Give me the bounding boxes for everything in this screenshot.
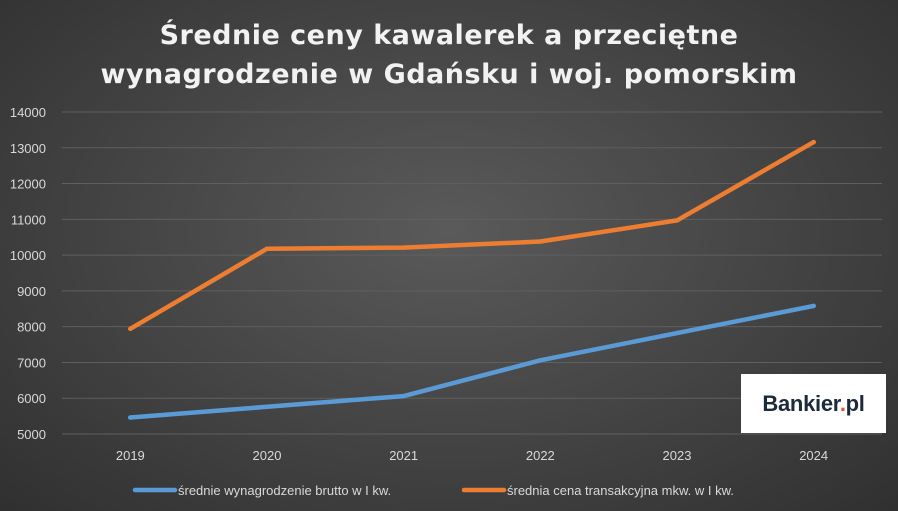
series-lines [128, 139, 816, 420]
data-point [264, 246, 270, 251]
data-point [401, 393, 406, 399]
x-tick-label: 2019 [116, 448, 145, 463]
y-tick-label: 9000 [17, 284, 46, 299]
y-tick-label: 6000 [17, 391, 46, 406]
x-tick-label: 2022 [526, 448, 555, 463]
x-tick-label: 2023 [663, 448, 692, 463]
data-point [264, 404, 270, 410]
x-tick-label: 2024 [799, 448, 828, 463]
data-point [811, 303, 816, 309]
logo-suffix: pl [845, 390, 865, 416]
series-line-1 [128, 303, 816, 420]
chart-title-line-2: wynagrodzenie w Gdańsku i woj. pomorskim [101, 59, 798, 90]
chart-title-line-1: Średnie ceny kawalerek a przeciętne [160, 19, 739, 51]
data-point [128, 415, 133, 420]
data-point [538, 358, 543, 363]
logo-dot: . [839, 390, 846, 416]
legend-label-1: średnie wynagrodzenie brutto w I kw. [178, 483, 391, 498]
y-tick-label: 7000 [17, 355, 46, 370]
data-point [811, 139, 816, 145]
data-point [128, 326, 133, 332]
y-tick-label: 10000 [10, 248, 46, 263]
y-tick-label: 11000 [11, 212, 46, 227]
legend-label-2: średnia cena transakcyjna mkw. w I kw. [507, 483, 734, 498]
y-axis-ticks: 5000 6000 7000 8000 9000 10000 11000 12000 13000… [10, 105, 46, 442]
bankier-logo-text: Bankier.pl [762, 391, 864, 417]
series-line-2 [128, 139, 816, 332]
data-point [401, 245, 406, 250]
x-axis-ticks: 2019 2020 2021 2022 2023 2024 [116, 448, 828, 463]
gridlines [62, 111, 882, 435]
y-tick-label: 13000 [10, 141, 46, 156]
x-tick-label: 2020 [253, 448, 282, 463]
data-point [674, 330, 680, 336]
bankier-logo: Bankier.pl [741, 374, 886, 433]
y-tick-label: 14000 [10, 105, 46, 120]
chart-title: Średnie ceny kawalerek a przeciętne wynag… [101, 19, 798, 90]
logo-brand: Bankier [762, 390, 840, 416]
data-point [538, 239, 543, 244]
y-tick-label: 8000 [17, 320, 46, 335]
data-point [674, 218, 680, 223]
y-tick-label: 5000 [17, 427, 46, 442]
x-tick-label: 2021 [389, 448, 418, 463]
y-tick-label: 12000 [10, 177, 46, 192]
legend: średnie wynagrodzenie brutto w I kw. śred… [132, 483, 734, 498]
